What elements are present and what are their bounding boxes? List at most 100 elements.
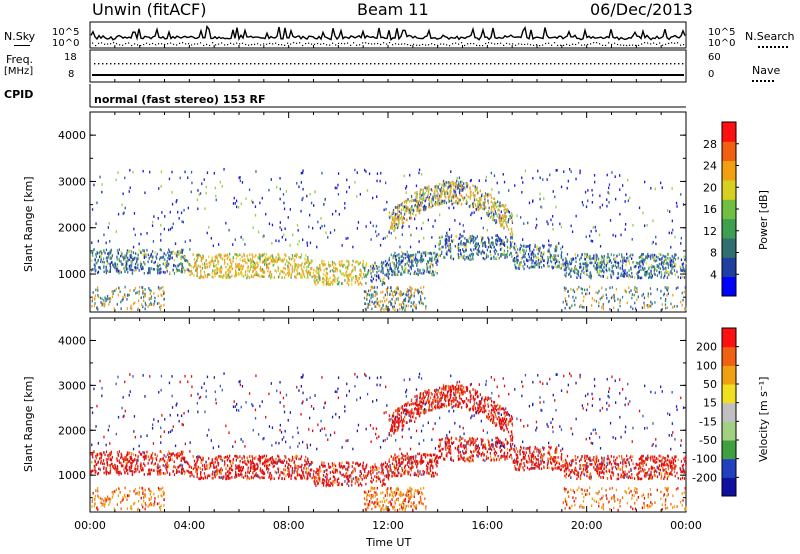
echo-point bbox=[420, 458, 422, 462]
echo-point bbox=[258, 274, 260, 277]
x-tick-label: 04:00 bbox=[173, 519, 205, 532]
echo-point bbox=[532, 253, 534, 257]
echo-point bbox=[475, 245, 477, 249]
echo-point bbox=[294, 464, 297, 468]
echo-point bbox=[160, 270, 162, 274]
echo-point bbox=[598, 270, 601, 274]
echo-point bbox=[520, 445, 522, 449]
echo-point bbox=[323, 260, 325, 263]
echo-point bbox=[397, 270, 399, 273]
echo-point bbox=[574, 253, 576, 256]
echo-point bbox=[526, 466, 529, 470]
y-tick-label: 3000 bbox=[58, 379, 86, 392]
echo-point bbox=[142, 253, 144, 257]
echo-point bbox=[613, 459, 615, 463]
echo-point bbox=[654, 461, 656, 464]
echo-point bbox=[140, 251, 142, 254]
echo-point bbox=[520, 261, 522, 264]
echo-point bbox=[602, 274, 604, 278]
echo-point bbox=[567, 466, 569, 469]
echo-point bbox=[334, 263, 337, 266]
echo-point bbox=[96, 271, 99, 275]
echo-point bbox=[681, 464, 683, 468]
echo-point bbox=[564, 463, 566, 466]
echo-point bbox=[175, 251, 178, 255]
echo-point bbox=[648, 274, 651, 277]
echo-point bbox=[667, 458, 669, 462]
echo-point bbox=[660, 472, 662, 475]
echo-point bbox=[217, 262, 219, 266]
echo-point bbox=[94, 466, 96, 469]
echo-point bbox=[540, 456, 542, 459]
echo-point bbox=[403, 454, 406, 458]
echo-point bbox=[628, 463, 631, 467]
echo-point bbox=[650, 272, 652, 276]
echo-point bbox=[317, 276, 319, 279]
echo-point bbox=[92, 254, 94, 257]
echo-point bbox=[651, 467, 653, 471]
echo-point bbox=[376, 274, 378, 278]
echo-point bbox=[463, 244, 465, 248]
echo-point bbox=[672, 265, 674, 269]
echo-point bbox=[159, 248, 161, 251]
echo-point bbox=[213, 466, 215, 469]
echo-point bbox=[259, 258, 261, 261]
echo-point bbox=[584, 258, 586, 261]
echo-point bbox=[307, 459, 309, 462]
echo-point bbox=[200, 274, 202, 278]
echo-point bbox=[638, 462, 641, 465]
echo-point bbox=[234, 476, 236, 479]
echo-point bbox=[232, 260, 234, 263]
echo-point bbox=[164, 271, 166, 274]
echo-point bbox=[439, 241, 441, 245]
nave-dot bbox=[382, 63, 384, 65]
echo-point bbox=[404, 458, 407, 461]
echo-point bbox=[682, 468, 684, 472]
nave-bottom: 0 bbox=[708, 69, 715, 80]
nave-dot bbox=[406, 63, 408, 65]
nsearch-dot bbox=[230, 42, 232, 44]
echo-point bbox=[538, 467, 540, 470]
echo-point bbox=[610, 273, 612, 277]
echo-point bbox=[281, 471, 283, 475]
echo-point bbox=[252, 457, 254, 460]
nave-dot bbox=[526, 63, 528, 65]
echo-point bbox=[222, 477, 224, 480]
echo-point bbox=[658, 454, 660, 458]
echo-point bbox=[431, 458, 433, 461]
echo-point bbox=[348, 264, 350, 267]
echo-point bbox=[251, 461, 254, 464]
echo-point bbox=[125, 469, 128, 473]
echo-point bbox=[147, 473, 149, 476]
echo-point bbox=[235, 253, 237, 256]
echo-point bbox=[533, 450, 535, 454]
echo-point bbox=[415, 272, 417, 276]
nave-dot bbox=[414, 63, 416, 65]
echo-point bbox=[631, 459, 633, 462]
echo-point bbox=[277, 470, 279, 474]
echo-point bbox=[306, 470, 308, 473]
echo-point bbox=[101, 453, 103, 457]
echo-point bbox=[304, 257, 306, 261]
echo-point bbox=[382, 281, 384, 285]
echo-point bbox=[190, 466, 192, 469]
echo-point bbox=[130, 260, 132, 263]
echo-point bbox=[484, 459, 486, 462]
echo-point bbox=[113, 466, 115, 470]
echo-point bbox=[272, 465, 274, 468]
echo-point bbox=[584, 459, 586, 463]
echo-point bbox=[384, 259, 387, 263]
echo-point bbox=[459, 236, 461, 240]
echo-point bbox=[426, 252, 429, 255]
echo-point bbox=[109, 469, 111, 473]
echo-point bbox=[548, 445, 550, 449]
echo-point bbox=[124, 471, 126, 474]
nave-dot bbox=[118, 63, 120, 65]
echo-point bbox=[632, 462, 634, 466]
echo-point bbox=[539, 450, 541, 453]
echo-point bbox=[343, 274, 345, 277]
echo-point bbox=[495, 436, 497, 440]
echo-point bbox=[483, 251, 485, 255]
echo-point bbox=[128, 466, 131, 469]
echo-point bbox=[201, 262, 204, 266]
